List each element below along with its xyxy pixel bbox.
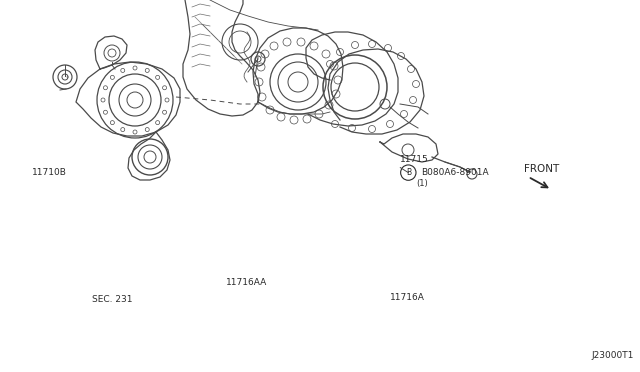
Text: 11716AA: 11716AA	[226, 278, 267, 287]
Text: 11710B: 11710B	[33, 169, 67, 177]
Text: FRONT: FRONT	[524, 164, 559, 174]
Text: SEC. 231: SEC. 231	[92, 295, 132, 304]
Text: (1): (1)	[416, 179, 428, 187]
Text: J23000T1: J23000T1	[591, 351, 634, 360]
Text: B: B	[406, 168, 411, 177]
Text: 11715: 11715	[400, 155, 429, 164]
Text: 11716A: 11716A	[390, 293, 425, 302]
Text: B080A6-8901A: B080A6-8901A	[421, 169, 489, 177]
